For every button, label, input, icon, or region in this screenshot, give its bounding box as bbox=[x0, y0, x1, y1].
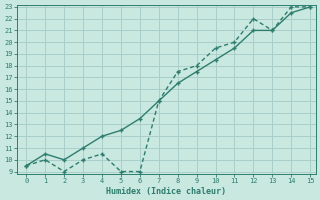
X-axis label: Humidex (Indice chaleur): Humidex (Indice chaleur) bbox=[106, 187, 226, 196]
